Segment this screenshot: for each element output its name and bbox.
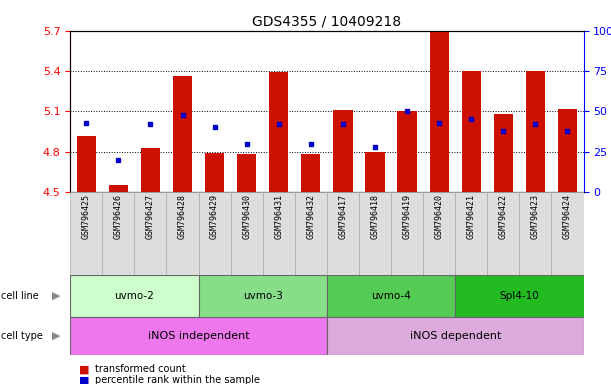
Text: GSM796426: GSM796426	[114, 194, 123, 240]
Bar	[462, 71, 481, 192]
Bar	[430, 31, 448, 192]
Text: GSM796430: GSM796430	[242, 194, 251, 240]
Bar	[205, 153, 224, 192]
Text: GSM796425: GSM796425	[82, 194, 91, 240]
Text: cell line: cell line	[1, 291, 39, 301]
Bar	[70, 317, 327, 355]
Bar	[103, 192, 134, 275]
Bar	[327, 192, 359, 275]
Bar	[77, 136, 96, 192]
Text: GSM796428: GSM796428	[178, 194, 187, 240]
Bar	[269, 73, 288, 192]
Text: ▶: ▶	[52, 331, 60, 341]
Text: ▶: ▶	[52, 291, 60, 301]
Text: GSM796431: GSM796431	[274, 194, 284, 240]
Bar	[173, 76, 192, 192]
Bar	[525, 71, 545, 192]
Bar	[141, 148, 160, 192]
Text: GSM796423: GSM796423	[531, 194, 540, 240]
Text: uvmo-2: uvmo-2	[114, 291, 155, 301]
Text: uvmo-3: uvmo-3	[243, 291, 283, 301]
Text: ■: ■	[79, 375, 90, 384]
Bar	[327, 275, 455, 317]
Text: percentile rank within the sample: percentile rank within the sample	[95, 375, 260, 384]
Text: iNOS independent: iNOS independent	[148, 331, 249, 341]
Bar	[494, 114, 513, 192]
Bar	[558, 109, 577, 192]
Text: GSM796427: GSM796427	[146, 194, 155, 240]
Text: GSM796429: GSM796429	[210, 194, 219, 240]
Bar	[263, 192, 295, 275]
Bar	[166, 192, 199, 275]
Text: GSM796418: GSM796418	[370, 194, 379, 240]
Bar	[327, 317, 584, 355]
Text: GSM796432: GSM796432	[306, 194, 315, 240]
Bar	[552, 192, 584, 275]
Bar	[295, 192, 327, 275]
Bar	[231, 192, 263, 275]
Bar	[70, 192, 103, 275]
Text: GSM796422: GSM796422	[499, 194, 508, 240]
Bar	[398, 111, 417, 192]
Text: GSM796420: GSM796420	[434, 194, 444, 240]
Bar	[455, 275, 584, 317]
Bar	[109, 185, 128, 192]
Bar	[359, 192, 391, 275]
Bar	[365, 152, 385, 192]
Text: transformed count: transformed count	[95, 364, 186, 374]
Bar	[301, 154, 320, 192]
Bar	[134, 192, 166, 275]
Bar	[199, 275, 327, 317]
Text: GSM796421: GSM796421	[467, 194, 476, 240]
Bar	[237, 154, 257, 192]
Bar	[519, 192, 552, 275]
Bar	[423, 192, 455, 275]
Text: GSM796417: GSM796417	[338, 194, 348, 240]
Bar	[199, 192, 231, 275]
Bar	[488, 192, 519, 275]
Bar	[391, 192, 423, 275]
Bar	[70, 275, 199, 317]
Bar	[334, 110, 353, 192]
Text: cell type: cell type	[1, 331, 43, 341]
Text: Spl4-10: Spl4-10	[499, 291, 540, 301]
Text: GSM796419: GSM796419	[403, 194, 412, 240]
Bar	[455, 192, 488, 275]
Text: GSM796424: GSM796424	[563, 194, 572, 240]
Text: ■: ■	[79, 364, 90, 374]
Text: iNOS dependent: iNOS dependent	[409, 331, 501, 341]
Text: uvmo-4: uvmo-4	[371, 291, 411, 301]
Title: GDS4355 / 10409218: GDS4355 / 10409218	[252, 14, 401, 28]
